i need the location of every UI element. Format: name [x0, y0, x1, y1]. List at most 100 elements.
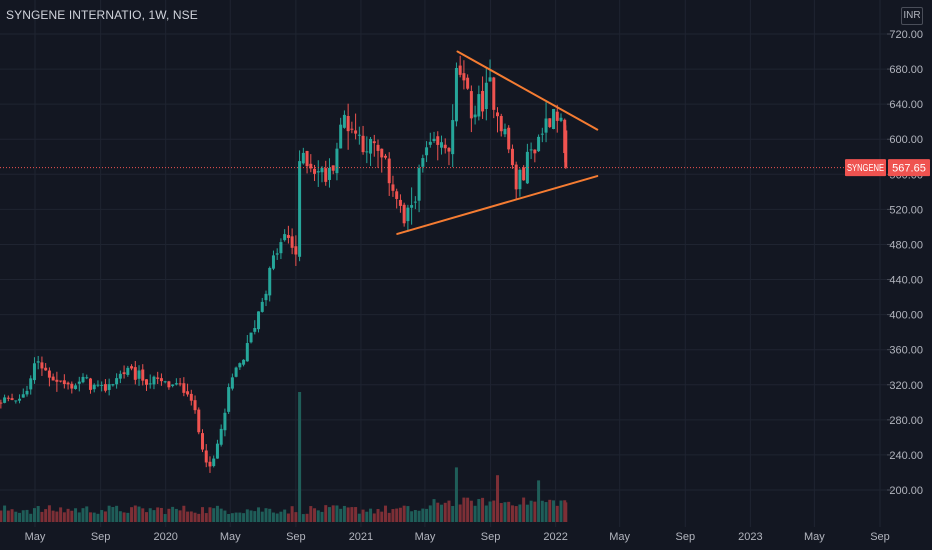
candle-body [25, 390, 29, 395]
volume-bar [387, 512, 391, 522]
time-axis: May Sep 2020 May Sep 2021 May Sep 2022 May Sep 2023… [25, 531, 890, 543]
volume-bar [290, 506, 294, 522]
volume-bar [44, 509, 48, 522]
volume-bar [88, 512, 92, 522]
candle [469, 85, 473, 133]
volume-bar [331, 505, 335, 522]
volume-bar [350, 507, 354, 522]
candle-body [290, 236, 294, 248]
candle [197, 407, 201, 435]
volume-bar [219, 508, 223, 522]
candle-body [29, 378, 33, 390]
candle [354, 113, 358, 140]
candle-body [152, 376, 156, 385]
candle-body [193, 400, 197, 411]
candle [178, 377, 182, 387]
candle-body [81, 376, 85, 383]
volume-bar [327, 507, 331, 522]
grid-lines [0, 0, 887, 527]
candle [324, 160, 328, 186]
candle [85, 374, 89, 380]
candle [425, 141, 429, 163]
volume-bar [439, 504, 443, 522]
time-tick-label: Sep [91, 531, 111, 543]
candle [466, 74, 470, 90]
candle [503, 123, 507, 138]
volume-bar [10, 509, 14, 522]
candle [398, 194, 402, 213]
candle-body [167, 381, 171, 388]
candle-body [518, 169, 522, 190]
volume-bar [507, 501, 511, 522]
candle-body [361, 135, 365, 153]
candle-body [391, 184, 395, 191]
candle-body [275, 253, 279, 255]
candle [335, 142, 339, 181]
candle [522, 165, 526, 181]
volume-bar [499, 503, 503, 522]
candle-body [74, 385, 78, 389]
candle [66, 381, 70, 390]
volume-bar [111, 507, 115, 522]
volume-bar [421, 508, 425, 522]
volume-bar [305, 513, 309, 522]
candle-body [413, 201, 417, 203]
price-tick-label: 640.00 [889, 99, 923, 111]
candle-body [458, 65, 462, 75]
candle [369, 137, 373, 166]
candle [428, 132, 432, 148]
candle-body [298, 161, 302, 257]
volume-bar [130, 507, 134, 522]
candle [507, 125, 511, 154]
candle-body [454, 67, 458, 122]
candle [417, 164, 421, 213]
candle-body [118, 373, 122, 379]
volume-bar [189, 511, 193, 522]
candle-body [402, 204, 406, 224]
candle [410, 187, 414, 225]
volume-bar [488, 501, 492, 522]
candle-body [171, 384, 175, 386]
candle [548, 118, 552, 129]
volume-bar [391, 509, 395, 522]
candle [21, 388, 25, 398]
candle-body [376, 144, 380, 151]
volume-bar [447, 500, 451, 522]
candle-body [529, 149, 533, 151]
candle [245, 335, 249, 362]
volume-bar [126, 512, 130, 522]
volume-bar [25, 509, 29, 522]
candle-body [499, 116, 503, 132]
candle [133, 361, 137, 385]
candle [10, 393, 14, 401]
candle-body [301, 152, 305, 164]
candle [174, 378, 178, 386]
candle [559, 113, 563, 123]
volume-bar [496, 475, 500, 522]
price-tick-label: 680.00 [889, 64, 923, 76]
candle-body [148, 383, 152, 385]
price-tick-label: 280.00 [889, 415, 923, 427]
volume-bar [275, 513, 279, 522]
candle [118, 370, 122, 384]
volume-bar [436, 502, 440, 522]
volume-bar [40, 511, 44, 522]
candle-body [238, 363, 242, 368]
volume-bar [376, 509, 380, 522]
candle-body [555, 111, 559, 121]
candle-body [62, 380, 66, 385]
volume-bar [514, 506, 518, 522]
time-tick-label: Sep [675, 531, 695, 543]
volume-bar [201, 507, 205, 522]
volume-bar [204, 513, 208, 522]
candle-body [92, 384, 96, 390]
volume-bar [462, 497, 466, 522]
volume-bar [369, 508, 373, 522]
currency-badge[interactable]: INR [901, 7, 923, 25]
time-tick-label: May [220, 531, 241, 543]
candle-body [215, 443, 219, 459]
volume-bar [178, 510, 182, 522]
candle-body [201, 433, 205, 450]
candle-body [133, 367, 137, 380]
